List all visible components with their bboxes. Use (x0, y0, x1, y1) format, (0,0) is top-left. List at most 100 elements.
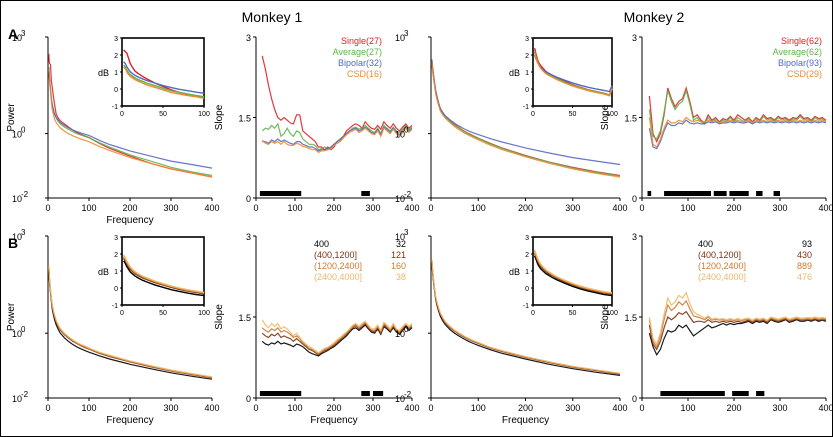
series-line-b_2400_4000 (261, 319, 413, 354)
legend-count: 476 (797, 272, 812, 282)
inset-y-tick-label: 1 (525, 70, 529, 77)
y-tick-exponent: 3 (404, 29, 409, 38)
legend-entry: Bipolar(32) (338, 58, 382, 68)
inset-series-line-average (123, 64, 205, 98)
significance-bar (373, 391, 384, 396)
y-tick-label: 10 (395, 130, 405, 140)
inset-y-axis-label: dB (98, 68, 109, 78)
y-tick-label: 3 (246, 232, 251, 242)
x-tick-label: 300 (163, 203, 178, 213)
x-tick-label: 100 (81, 203, 96, 213)
x-tick-label: 400 (612, 403, 627, 413)
y-tick-label: 10 (12, 329, 22, 339)
x-axis-label: Frequency (106, 415, 153, 426)
inset-x-tick-label: 100 (198, 111, 210, 118)
x-axis-label: Frequency (502, 415, 549, 426)
series-line-bipolar (648, 119, 827, 150)
x-tick-label: 0 (253, 203, 258, 213)
y-tick-label: 10 (12, 33, 22, 43)
significance-bar (361, 191, 370, 196)
inset-y-tick-label: 3 (525, 235, 529, 242)
series-line-single (261, 55, 413, 151)
y-axis-label: Slope (600, 304, 611, 330)
y-axis-label: Slope (214, 304, 225, 330)
x-tick-label: 200 (326, 403, 341, 413)
inset-y-tick-label: -1 (112, 104, 118, 111)
x-tick-label: 200 (122, 203, 137, 213)
legend-entry: (1200,2400] (698, 261, 746, 271)
x-tick-label: 200 (518, 203, 533, 213)
inset-x-tick-label: 0 (120, 111, 124, 118)
series-line-single (648, 85, 827, 144)
legend-count: 160 (391, 261, 406, 271)
y-tick-label: 10 (395, 394, 405, 404)
significance-bar (647, 191, 652, 196)
y-tick-label: 10 (12, 194, 22, 204)
inset-y-tick-label: 2 (525, 53, 529, 60)
inset-y-tick-label: 1 (525, 269, 529, 276)
y-tick-exponent: 0 (21, 325, 26, 334)
series-line-average (648, 88, 827, 140)
inset-y-tick-label: -1 (523, 104, 529, 111)
y-tick-exponent: 0 (21, 126, 26, 135)
x-tick-label: 200 (726, 403, 741, 413)
y-tick-label: 10 (12, 394, 22, 404)
legend-entry: Bipolar(93) (778, 58, 822, 68)
plots-group: 0 100 200 300 40010310010-2PowerFrequency-10… (6, 29, 833, 426)
x-axis-label: Frequency (310, 415, 357, 426)
x-tick-label: 0 (428, 403, 433, 413)
inset-y-tick-label: 0 (114, 87, 118, 94)
y-tick-label: 0 (246, 394, 251, 404)
legend-entry: CSD(29) (787, 69, 822, 79)
panel-A2-slope: 0 100 200 300 400 3 1.5 0 Slope Single(62)Average… (600, 33, 833, 213)
series-line-b_400 (648, 318, 827, 357)
y-tick-exponent: 3 (21, 228, 26, 237)
panel-A1-slope: 0 100 200 300 40031.50SlopeSingle(27)Average… (214, 33, 420, 213)
significance-bar (756, 391, 765, 396)
significance-bar (732, 391, 749, 396)
x-tick-label: 0 (253, 403, 258, 413)
inset-series-line-csd (123, 66, 205, 99)
inset-x-tick-label: 50 (159, 111, 167, 118)
x-tick-label: 400 (204, 403, 219, 413)
y-tick-exponent: -2 (404, 390, 412, 399)
x-tick-label: 0 (639, 403, 644, 413)
inset-y-tick-label: -1 (112, 303, 118, 310)
legend-count: 121 (391, 250, 406, 260)
inset-series-line-b_400 (123, 260, 205, 297)
x-tick-label: 100 (287, 403, 302, 413)
x-tick-label: 300 (163, 403, 178, 413)
y-axis-label: Slope (214, 104, 225, 130)
inset-y-tick-label: 3 (114, 235, 118, 242)
inset-y-tick-label: 2 (114, 53, 118, 60)
y-tick-label: 10 (395, 329, 405, 339)
y-tick-label: 3 (246, 33, 251, 43)
inset-series-line-b_2400_4000 (122, 254, 205, 294)
legend-entry: Single(62) (781, 36, 822, 46)
inset-x-tick-label: 0 (120, 310, 124, 317)
x-axis-label: Frequency (106, 215, 153, 226)
y-tick-exponent: -2 (21, 390, 29, 399)
x-tick-label: 100 (471, 403, 486, 413)
y-tick-exponent: -2 (21, 190, 29, 199)
inset-y-tick-label: 2 (114, 252, 118, 259)
inset-y-tick-label: 2 (525, 252, 529, 259)
inset-x-tick-label: 50 (569, 310, 577, 317)
x-tick-label: 300 (365, 203, 380, 213)
series-line-csd (261, 127, 413, 154)
x-tick-label: 100 (471, 203, 486, 213)
series-line-b_400_1200 (261, 322, 413, 356)
legend-entry: (1200,2400] (314, 261, 362, 271)
legend-entry: (400,1200] (314, 250, 357, 260)
significance-bar (729, 191, 749, 196)
inset-series-line-bipolar (123, 61, 205, 94)
legend-entry: Average(27) (333, 47, 382, 57)
x-tick-label: 300 (565, 403, 580, 413)
inset-y-tick-label: 1 (114, 269, 118, 276)
x-tick-label: 100 (287, 203, 302, 213)
series-line-csd (48, 69, 213, 178)
series-line-bipolar (262, 126, 413, 152)
